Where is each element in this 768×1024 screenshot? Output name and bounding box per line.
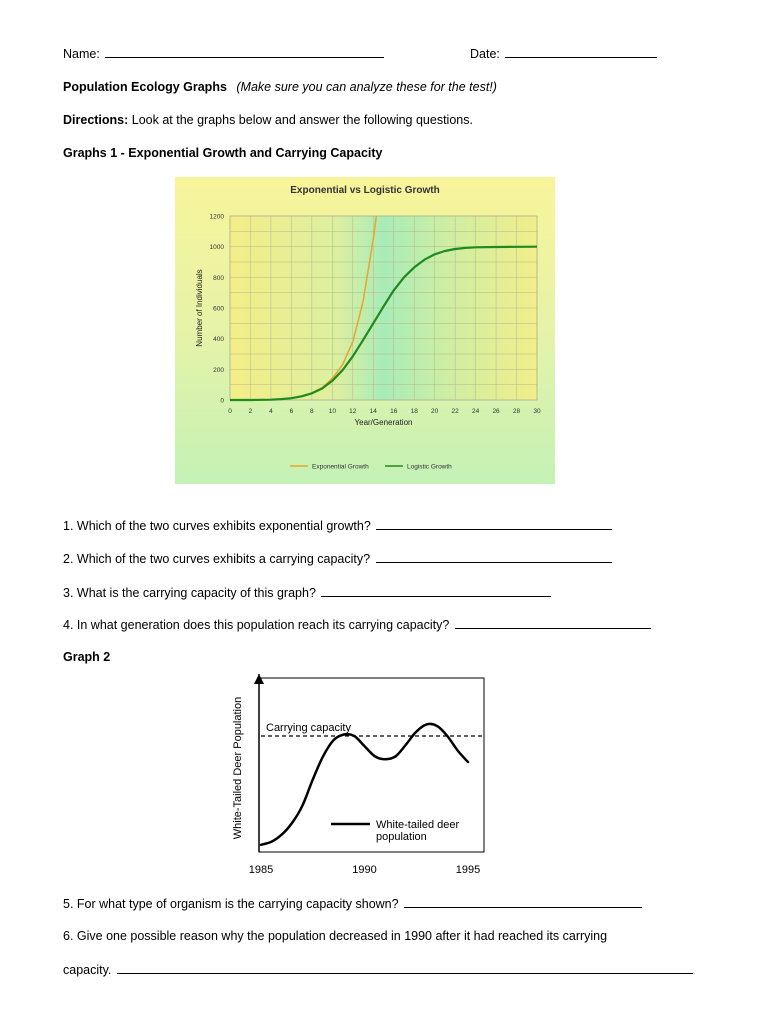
chart1-y-tick-label: 800 — [213, 275, 224, 282]
chart1-x-tick-label: 24 — [472, 408, 480, 415]
chart1-x-tick-label: 26 — [492, 408, 500, 415]
chart1-y-tick-label: 1000 — [210, 244, 225, 251]
chart1-x-tick-label: 14 — [370, 408, 378, 415]
chart2-y-axis-label: White-Tailed Deer Population — [232, 697, 244, 839]
question-6-cont-text: capacity. — [63, 963, 115, 977]
question-2-text: 2. Which of the two curves exhibits a ca… — [63, 552, 374, 566]
chart1-legend-label: Exponential Growth — [312, 464, 369, 471]
chart2-x-ticks: 1985 1990 1995 — [249, 864, 480, 876]
question-4-text: 4. In what generation does this populati… — [63, 618, 453, 632]
chart1-x-tick-label: 28 — [513, 408, 521, 415]
name-field[interactable] — [105, 46, 385, 58]
question-1-text: 1. Which of the two curves exhibits expo… — [63, 519, 375, 533]
chart1-legend: Exponential Growth Logistic Growth — [290, 464, 452, 471]
directions-label: Directions: — [63, 113, 129, 127]
chart1-x-tick-label: 0 — [228, 408, 232, 415]
answer-5-field[interactable] — [404, 896, 643, 908]
logistic-growth-line — [230, 245, 538, 402]
chart1-x-tick-label: 2 — [249, 408, 253, 415]
name-line: Name: — [63, 46, 385, 61]
answer-3-field[interactable] — [321, 585, 552, 597]
question-6: 6. Give one possible reason why the popu… — [63, 929, 607, 943]
question-3: 3. What is the carrying capacity of this… — [63, 585, 552, 600]
chart1-x-tick-label: 12 — [349, 408, 357, 415]
chart1-series — [230, 215, 538, 402]
question-1: 1. Which of the two curves exhibits expo… — [63, 518, 613, 533]
chart1-y-tick-label: 200 — [213, 367, 224, 374]
chart1-x-tick-label: 18 — [411, 408, 419, 415]
chart2-x-tick-label: 1990 — [352, 864, 376, 876]
chart1-title: Exponential vs Logistic Growth — [290, 185, 439, 196]
answer-2-field[interactable] — [375, 551, 612, 563]
chart1-grid — [229, 215, 538, 401]
chart1-x-tick-label: 16 — [390, 408, 398, 415]
deer-population-line — [259, 722, 470, 847]
chart1-x-tick-label: 6 — [290, 408, 294, 415]
graph1-heading: Graphs 1 - Exponential Growth and Carryi… — [63, 146, 383, 160]
chart1-y-tick-label: 0 — [220, 398, 224, 405]
directions-text: Look at the graphs below and answer the … — [128, 113, 473, 127]
chart2-legend-label: White-tailed deer population — [376, 819, 462, 843]
chart1-x-tick-label: 20 — [431, 408, 439, 415]
title-line: Population Ecology Graphs (Make sure you… — [63, 80, 497, 94]
growth-chart: Exponential vs Logistic Growth 0 2 4 6 8 10 12… — [175, 177, 555, 484]
chart1-x-tick-label: 4 — [269, 408, 273, 415]
carrying-capacity-label: Carrying capacity — [266, 722, 351, 734]
question-5: 5. For what type of organism is the carr… — [63, 896, 643, 911]
question-2: 2. Which of the two curves exhibits a ca… — [63, 551, 612, 566]
answer-1-field[interactable] — [376, 518, 613, 530]
chart2-series — [259, 722, 470, 847]
question-5-text: 5. For what type of organism is the carr… — [63, 897, 403, 911]
graph2-heading: Graph 2 — [63, 650, 111, 664]
chart1-y-ticks: 0 200 400 600 800 1000 1200 — [210, 214, 225, 405]
chart2-x-tick-label: 1985 — [249, 864, 273, 876]
chart1-y-axis-label: Number of Individuals — [195, 269, 204, 346]
chart1-y-tick-label: 400 — [213, 336, 224, 343]
question-4: 4. In what generation does this populati… — [63, 617, 651, 632]
chart1-legend-label: Logistic Growth — [407, 464, 452, 471]
date-line: Date: — [470, 46, 658, 61]
answer-6-field[interactable] — [116, 962, 693, 974]
chart2-y-arrow-icon — [254, 674, 264, 684]
date-label: Date: — [470, 47, 504, 61]
title-note: (Make sure you can analyze these for the… — [236, 80, 497, 94]
question-6-text: 6. Give one possible reason why the popu… — [63, 929, 608, 943]
chart1-x-ticks: 0 2 4 6 8 10 12 14 16 18 20 22 24 26 28 30 — [228, 408, 541, 415]
chart1-y-tick-label: 600 — [213, 306, 224, 313]
chart1-x-tick-label: 30 — [533, 408, 541, 415]
chart1-x-axis-label: Year/Generation — [355, 418, 413, 427]
chart1-y-tick-label: 1200 — [210, 214, 225, 221]
directions-line: Directions: Look at the graphs below and… — [63, 113, 473, 127]
page-title: Population Ecology Graphs — [63, 80, 227, 94]
chart1-x-tick-label: 10 — [329, 408, 337, 415]
chart1-x-tick-label: 22 — [452, 408, 460, 415]
question-6-continued: capacity. — [63, 962, 693, 977]
chart1-x-tick-label: 8 — [310, 408, 314, 415]
chart2-x-tick-label: 1995 — [456, 864, 480, 876]
date-field[interactable] — [505, 46, 658, 58]
deer-population-chart: White-Tailed Deer Population Carrying ca… — [232, 674, 485, 876]
answer-4-field[interactable] — [454, 617, 651, 629]
question-3-text: 3. What is the carrying capacity of this… — [63, 586, 320, 600]
name-label: Name: — [63, 47, 104, 61]
